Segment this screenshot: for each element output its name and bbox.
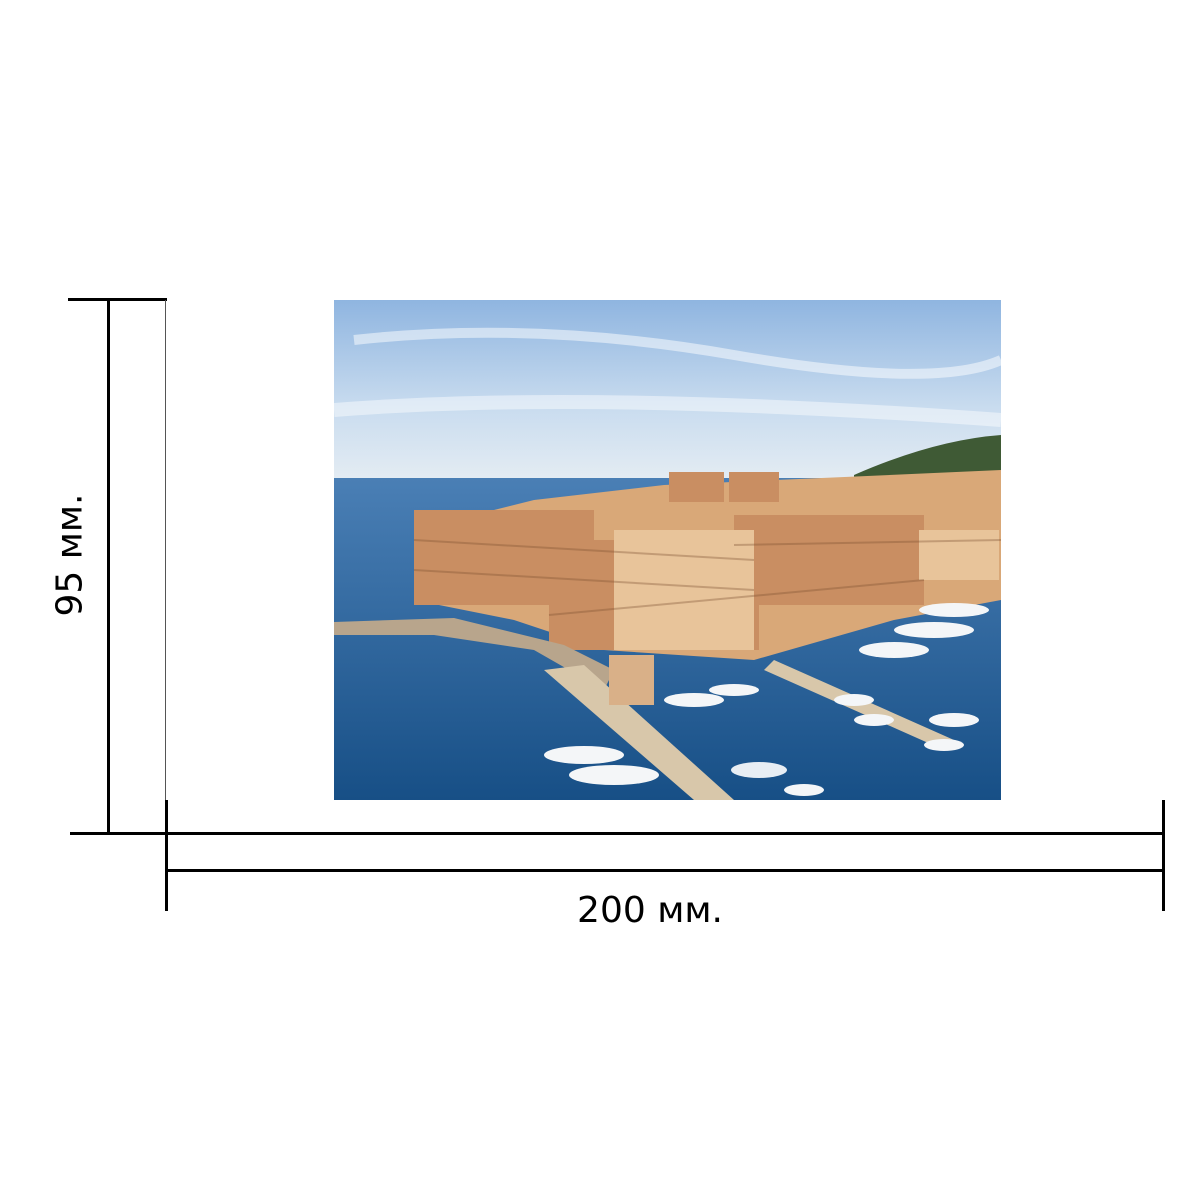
height-line [107,298,110,835]
width-line [165,869,1164,872]
width-right-tick [1162,800,1165,911]
height-extension-line [165,300,166,834]
width-left-tick [165,800,168,911]
width-baseline [70,832,1164,835]
height-label: 95 мм. [49,493,91,617]
height-top-tick [68,298,167,301]
width-label: 200 мм. [577,890,723,931]
harbor-city-photo [334,300,1001,800]
